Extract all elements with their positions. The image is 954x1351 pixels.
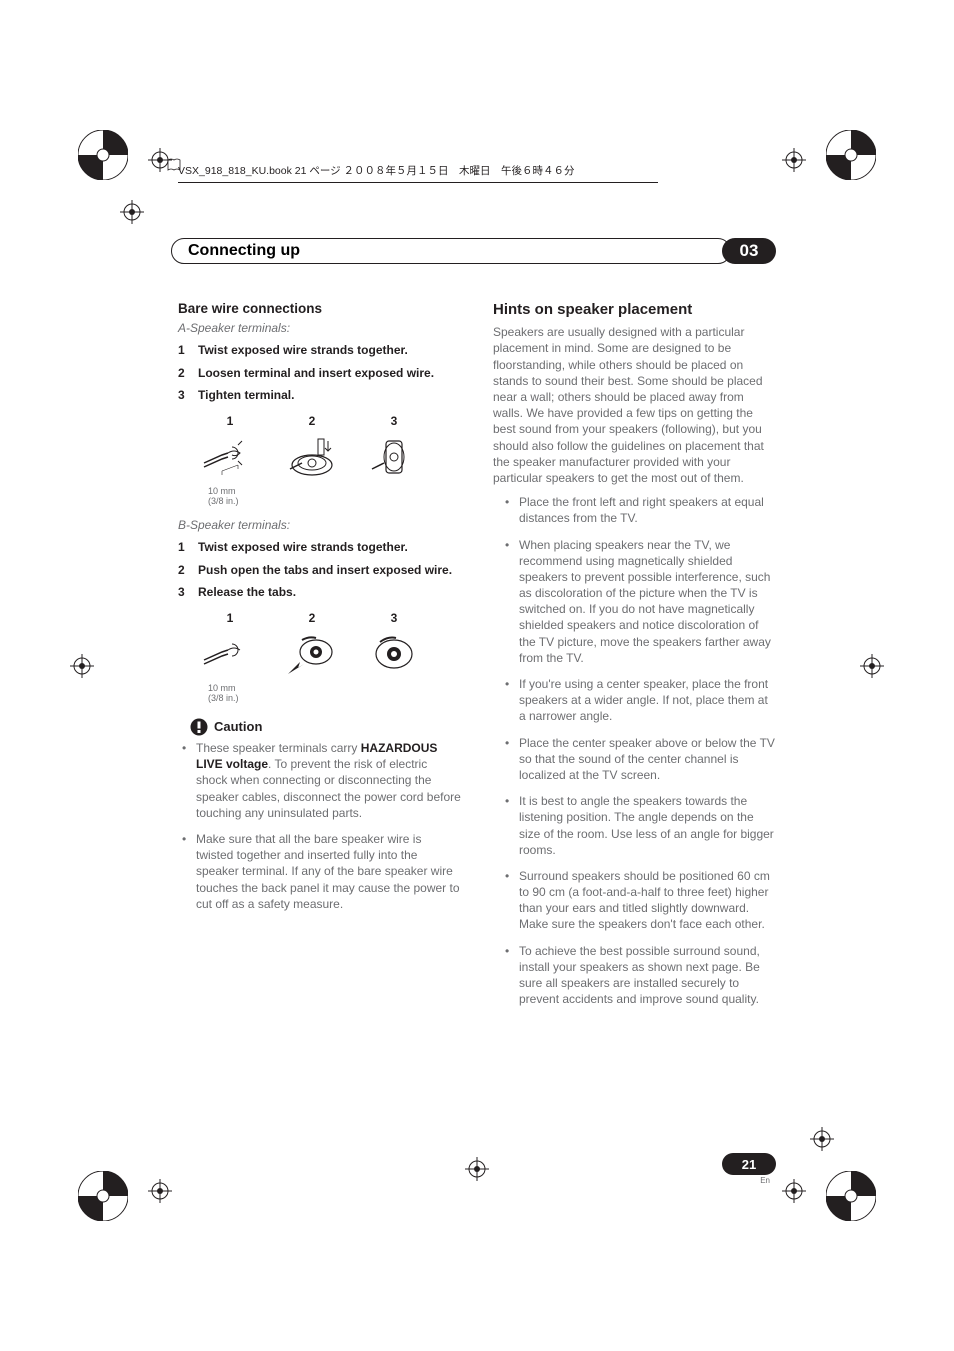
hint-item: Place the center speaker above or below … [505, 735, 776, 784]
cross-mark [148, 1179, 172, 1203]
diagram-a: 1 2 [202, 413, 461, 485]
print-corner-tr [826, 130, 876, 180]
terminal-tighten-icon [366, 433, 422, 481]
step-b1: 1Twist exposed wire strands together. [178, 539, 461, 555]
print-corner-tl [78, 130, 128, 180]
caution-item: These speaker terminals carry HAZARDOUS … [182, 740, 461, 821]
hints-list: Place the front left and right speakers … [493, 494, 776, 1007]
print-corner-bl [78, 1171, 128, 1221]
hint-item: Place the front left and right speakers … [505, 494, 776, 526]
cross-mark [782, 1179, 806, 1203]
caution-icon [190, 718, 208, 736]
step-a1: 1Twist exposed wire strands together. [178, 342, 461, 358]
page-badge: 21 En [722, 1153, 776, 1179]
hint-item: It is best to angle the speakers towards… [505, 793, 776, 858]
cross-mark [860, 654, 884, 678]
caution-item: Make sure that all the bare speaker wire… [182, 831, 461, 912]
hints-heading: Hints on speaker placement [493, 300, 776, 320]
chapter-bar: Connecting up 03 [171, 238, 776, 264]
b-terminals-label: B-Speaker terminals: [178, 517, 461, 533]
tab-push-icon [284, 630, 340, 678]
cross-mark [70, 654, 94, 678]
caution-list: These speaker terminals carry HAZARDOUS … [178, 740, 461, 912]
cross-mark [120, 200, 144, 224]
diagram-b: 1 2 3 [202, 610, 461, 682]
hint-item: When placing speakers near the TV, we re… [505, 537, 776, 667]
mm-label-b: 10 mm (3/8 in.) [208, 684, 461, 704]
right-column: Hints on speaker placement Speakers are … [493, 300, 776, 1017]
cross-mark [810, 1127, 834, 1151]
cross-mark [782, 148, 806, 172]
hints-intro: Speakers are usually designed with a par… [493, 324, 776, 486]
mm-label-a: 10 mm (3/8 in.) [208, 487, 461, 507]
tab-release-icon [366, 630, 422, 678]
hint-item: If you're using a center speaker, place … [505, 676, 776, 725]
running-header: VSX_918_818_KU.book 21 ページ ２００８年５月１５日 木曜… [178, 163, 658, 183]
content-area: Bare wire connections A-Speaker terminal… [178, 300, 776, 1017]
step-b3: 3Release the tabs. [178, 584, 461, 600]
hint-item: To achieve the best possible surround so… [505, 943, 776, 1008]
wire-twist-icon [202, 630, 258, 678]
cross-mark [465, 1157, 489, 1181]
step-a3: 3Tighten terminal. [178, 387, 461, 403]
chapter-number: 03 [722, 238, 776, 264]
book-icon [167, 158, 181, 177]
print-corner-br [826, 1171, 876, 1221]
hint-item: Surround speakers should be positioned 6… [505, 868, 776, 933]
wire-twist-icon [202, 433, 258, 481]
page-lang: En [722, 1176, 776, 1185]
a-terminals-label: A-Speaker terminals: [178, 320, 461, 336]
step-a2: 2Loosen terminal and insert exposed wire… [178, 365, 461, 381]
caution-header: Caution [190, 718, 461, 736]
chapter-title: Connecting up [171, 238, 731, 264]
bare-wire-heading: Bare wire connections [178, 300, 461, 318]
step-b2: 2Push open the tabs and insert exposed w… [178, 562, 461, 578]
left-column: Bare wire connections A-Speaker terminal… [178, 300, 461, 1017]
caution-label: Caution [214, 718, 262, 736]
page-number: 21 [722, 1153, 776, 1175]
terminal-loosen-icon [284, 433, 340, 481]
